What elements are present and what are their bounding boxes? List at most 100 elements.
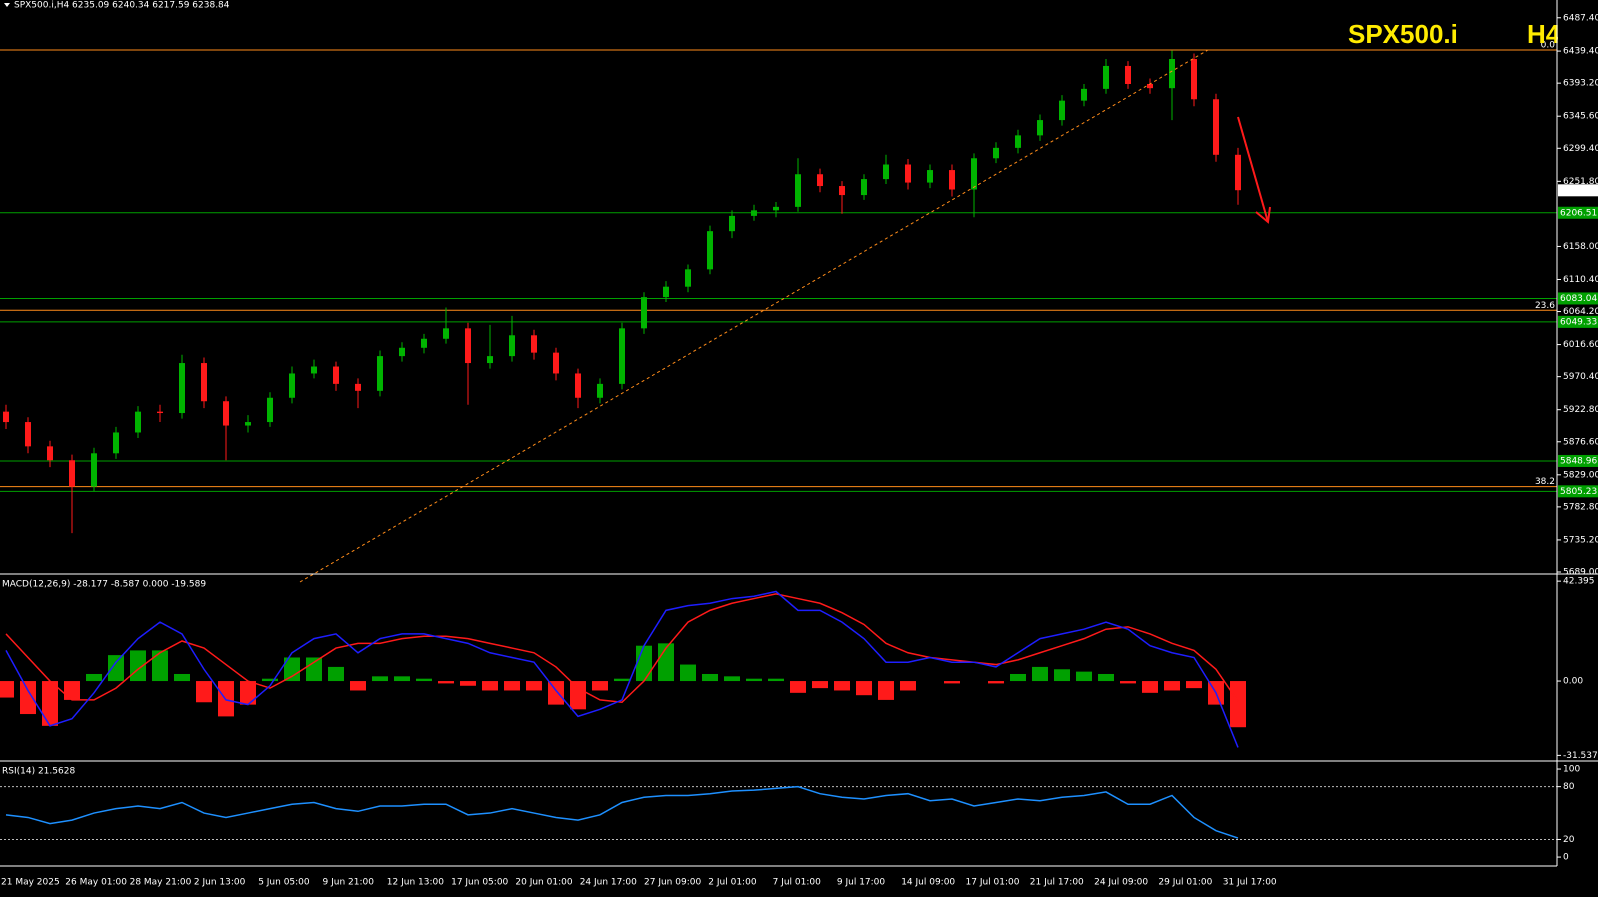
histogram-bar [152, 650, 168, 682]
candle-body [3, 411, 9, 423]
y-tick-label: 5876.60 [1563, 437, 1598, 447]
y-tick-label: 5782.80 [1563, 502, 1598, 512]
level-tag [1558, 454, 1598, 467]
candle-body [883, 164, 889, 180]
symbol-label: SPX500.i [1348, 19, 1458, 49]
candle-body [751, 210, 757, 216]
candle-body [91, 453, 97, 487]
y-tick-label: 5829.00 [1563, 470, 1598, 480]
candle-body [993, 147, 999, 159]
candle-body [355, 383, 361, 391]
timeframe-label: H4 [1527, 19, 1561, 49]
arrow [1237, 116, 1269, 223]
y-tick-label: 6345.60 [1563, 112, 1598, 122]
x-tick-label: 17 Jul 01:00 [966, 878, 1020, 888]
candle-body [267, 397, 273, 423]
candle-body [443, 328, 449, 339]
y-tick-label: 6299.40 [1563, 144, 1598, 154]
candle-body [377, 356, 383, 391]
histogram-bar [570, 681, 586, 710]
candle-body [949, 170, 955, 190]
level-tag [1558, 485, 1598, 498]
histogram-bar [548, 681, 564, 705]
rsi-title: RSI(14) 21.5628 [2, 767, 75, 777]
level-tag [1558, 315, 1598, 328]
arrow-head [1255, 206, 1271, 224]
fib-label: 23.6 [1535, 301, 1555, 311]
macd-title: MACD(12,26,9) -28.177 -8.587 0.000 -19.5… [2, 580, 206, 590]
candle-body [905, 164, 911, 183]
level-tag [1558, 206, 1598, 219]
histogram-bar [900, 681, 916, 691]
candle-body [685, 269, 691, 287]
candle-body [135, 411, 141, 433]
histogram-bar [394, 676, 410, 682]
fib-label: 0.0 [1541, 40, 1556, 50]
signal-line [5, 593, 1239, 704]
histogram-bar [592, 681, 608, 691]
histogram-bar [306, 657, 322, 682]
candle-body [553, 352, 559, 374]
histogram-bar [460, 681, 476, 686]
price-tag [1558, 184, 1598, 197]
histogram-bar [680, 664, 696, 682]
histogram-bar [0, 681, 14, 698]
candle-body [333, 366, 339, 384]
histogram-bar [988, 681, 1004, 684]
candle-body [69, 460, 75, 487]
y-tick-label: 6393.20 [1563, 79, 1598, 89]
menu-icon [4, 3, 10, 7]
x-tick-label: 29 Jul 01:00 [1158, 878, 1212, 888]
candle-body [1103, 65, 1109, 89]
histogram-bar [64, 681, 80, 700]
histogram-bar [812, 681, 828, 689]
candle-body [399, 347, 405, 357]
x-tick-label: 14 Jul 09:00 [901, 878, 955, 888]
candle-body [663, 286, 669, 298]
histogram-bar [372, 676, 388, 682]
level-label: 6206.51 [1560, 208, 1597, 218]
y-tick-label: 0.00 [1563, 677, 1583, 687]
macd-line [5, 590, 1239, 748]
axis-layer: 6487.40 6439.40 6393.20 6345.60 6299.40 6251.… [1557, 13, 1598, 863]
candle-body [113, 432, 119, 454]
y-tick-label: 6439.40 [1563, 47, 1598, 57]
level-tag [1558, 292, 1598, 305]
histogram-bar [482, 681, 498, 691]
candle-body [1037, 120, 1043, 136]
histogram-bar [1230, 681, 1246, 728]
x-tick-label: 21 Jul 17:00 [1030, 878, 1084, 888]
histogram-bar [284, 657, 300, 682]
candle-body [575, 373, 581, 398]
histogram-bar [416, 678, 432, 682]
histogram-bar [20, 681, 36, 715]
candle-body [47, 446, 53, 461]
y-tick-label: 5922.80 [1563, 405, 1598, 415]
x-tick-label: 5 Jun 05:00 [258, 878, 310, 888]
candle-body [1015, 135, 1021, 148]
y-tick-label: 6016.60 [1563, 340, 1598, 350]
candle-body [157, 411, 163, 414]
y-tick-label: 6110.40 [1563, 275, 1598, 285]
histogram-bar [42, 681, 58, 726]
candle-body [1125, 65, 1131, 84]
histogram-bar [1054, 669, 1070, 682]
histogram-bar [614, 678, 630, 682]
histogram-bar [856, 681, 872, 696]
y-tick-label: 6487.40 [1563, 13, 1598, 23]
fib-label: 38.2 [1535, 477, 1555, 487]
candle-body [707, 231, 713, 270]
histogram-bar [86, 673, 102, 682]
histogram-bar [1142, 681, 1158, 693]
histogram-bar [174, 673, 190, 682]
candle-body [1191, 59, 1197, 100]
candle-body [465, 328, 471, 364]
candle-body [729, 215, 735, 232]
y-tick-label: 6158.00 [1563, 242, 1598, 252]
chart-title: SPX500.i,H4 6235.09 6240.34 6217.59 6238… [14, 1, 230, 11]
candle-body [1213, 99, 1219, 155]
histogram-bar [1186, 681, 1202, 689]
y-tick-label: 6251.80 [1563, 177, 1598, 187]
x-tick-label: 24 Jun 17:00 [580, 878, 637, 888]
